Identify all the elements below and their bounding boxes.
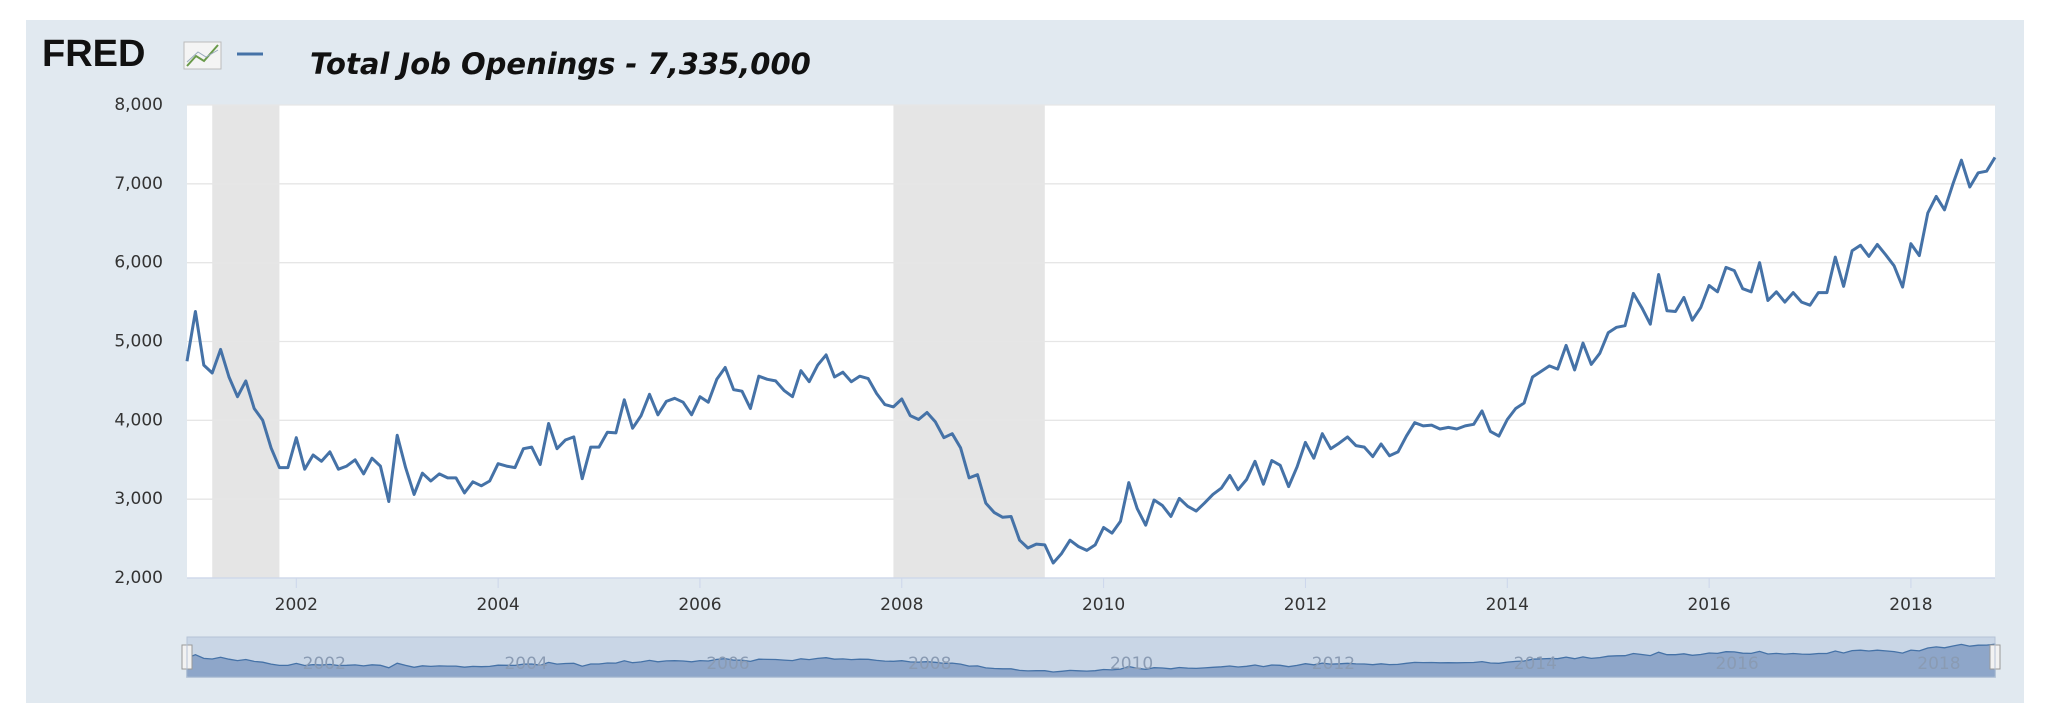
navigator-label: 2008 [908, 654, 951, 674]
navigator-label: 2014 [1514, 654, 1557, 674]
x-tick-label: 2006 [678, 595, 721, 615]
x-tick-label: 2004 [476, 595, 519, 615]
y-tick-label: 6,000 [114, 253, 163, 273]
series-line [185, 156, 1997, 565]
y-tick-label: 4,000 [114, 410, 163, 430]
y-tick-label: 5,000 [114, 332, 163, 352]
y-tick-label: 2,000 [114, 568, 163, 588]
x-tick-label: 2016 [1687, 595, 1730, 615]
y-tick-label: 7,000 [114, 174, 163, 194]
x-tick-label: 2010 [1082, 595, 1125, 615]
navigator-label: 2006 [706, 654, 749, 674]
navigator-outline [186, 636, 1996, 678]
x-tick-label: 2002 [275, 595, 318, 615]
chart-title: Total Job Openings - 7,335,000 [310, 47, 811, 81]
x-tick-label: 2012 [1284, 595, 1327, 615]
navigator-area [186, 643, 1996, 678]
navigator-label: 2016 [1715, 654, 1758, 674]
y-tick-label: 3,000 [114, 489, 163, 509]
navigator-label: 2010 [1110, 654, 1153, 674]
navigator-label: 2004 [504, 654, 547, 674]
x-tick-label: 2014 [1486, 595, 1529, 615]
x-tick-label: 2008 [880, 595, 923, 615]
x-tick-label: 2018 [1889, 595, 1932, 615]
navigator-label: 2002 [303, 654, 346, 674]
navigator-label: 2012 [1312, 654, 1355, 674]
logo: FRED [42, 33, 145, 75]
logo-icon [183, 41, 222, 70]
navigator-label: 2018 [1917, 654, 1960, 674]
y-tick-label: 8,000 [114, 95, 163, 115]
